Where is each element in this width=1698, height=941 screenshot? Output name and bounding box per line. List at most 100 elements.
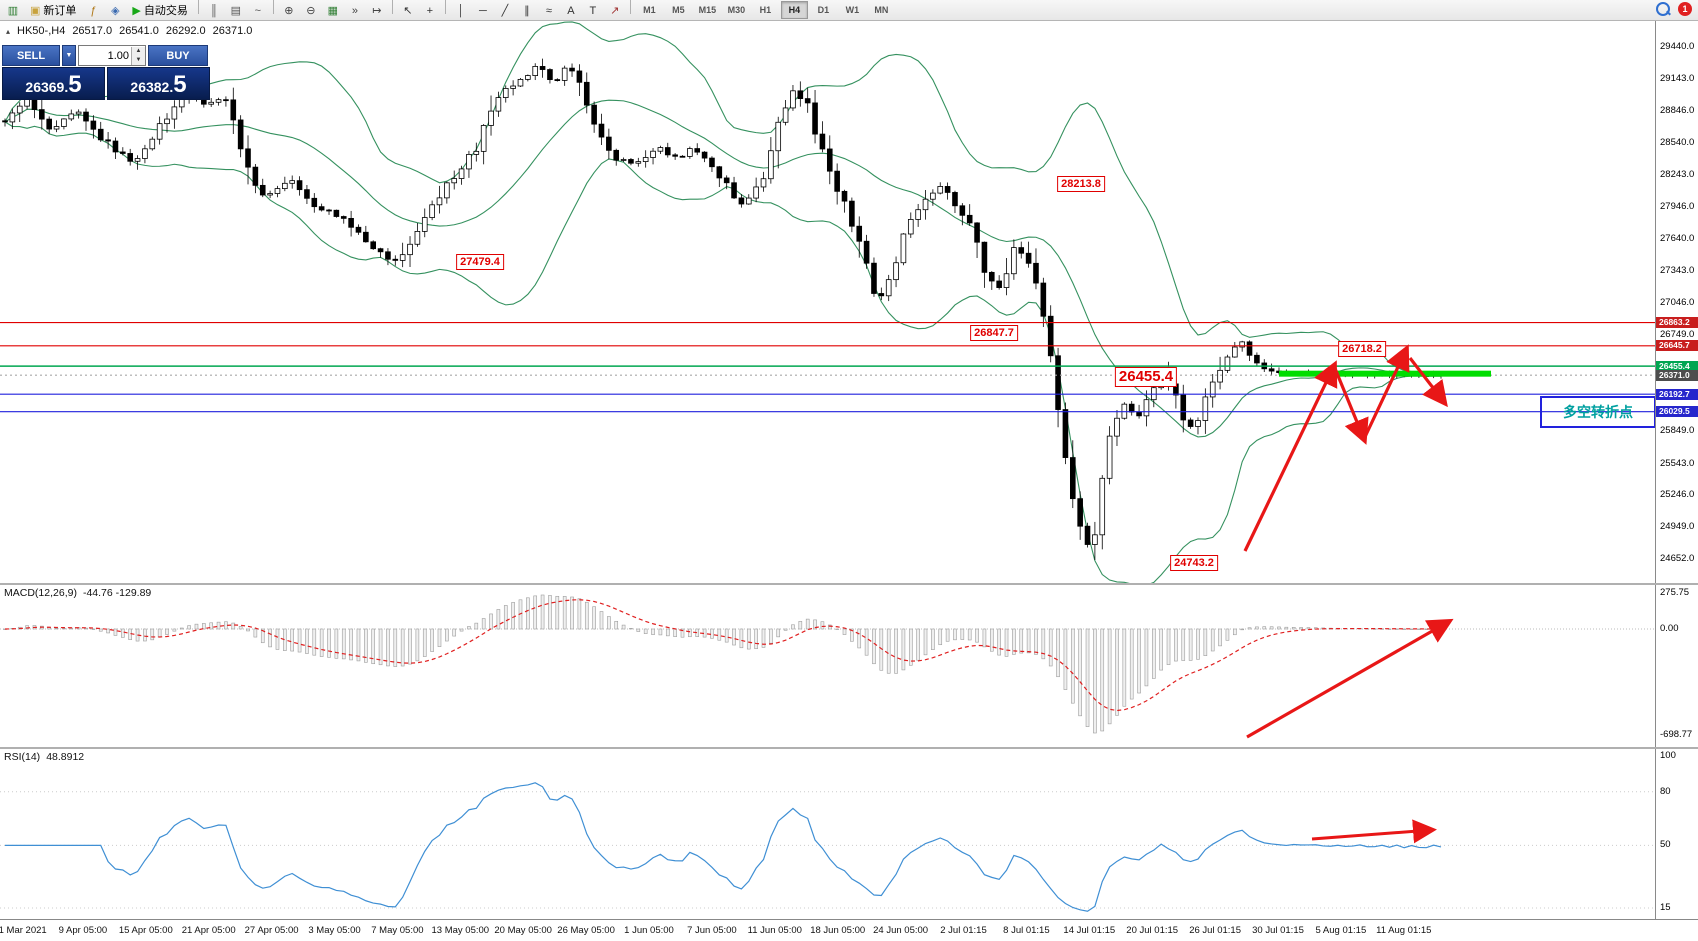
y-axis-tick: 28846.0 — [1660, 104, 1695, 116]
macd-panel: MACD(12,26,9) -44.76 -129.89 275.75 0.00 -… — [0, 585, 1698, 747]
ohlc-info-line: ▴ HK50-,H4 26517.0 26541.0 26292.0 26371… — [6, 25, 252, 37]
horizontal-line-icon[interactable]: ─ — [473, 1, 493, 20]
autotrading-button-label: 自动交易 — [143, 5, 188, 18]
timeframe-button-m1[interactable]: M1 — [643, 5, 656, 15]
y-axis-tick: 25246.0 — [1660, 489, 1695, 501]
timeframe-button-d1[interactable]: D1 — [817, 5, 830, 15]
autotrading-button[interactable]: ▶ 自动交易 — [127, 1, 192, 20]
price-label-box-28213.8[interactable]: 28213.8 — [1057, 176, 1105, 192]
volume-dropdown-button[interactable]: ▼ — [62, 45, 76, 66]
chart-symbol-timeframe: HK50-,H4 — [17, 25, 66, 37]
rsi-name: RSI(14) — [4, 751, 41, 763]
rsi-resize-handle[interactable] — [0, 747, 1698, 749]
indicator-hammer-icon[interactable]: ƒ — [83, 1, 103, 20]
ohlc-close: 26371.0 — [212, 25, 253, 37]
line-chart-type-icon[interactable]: ~ — [248, 1, 268, 20]
price-tag-26863.2: 26863.2 — [1656, 317, 1698, 329]
toolbar-separator — [197, 0, 199, 14]
candle-chart-type-icon[interactable]: ▤ — [226, 1, 246, 20]
timeframe-button-m5[interactable]: M5 — [672, 5, 685, 15]
label-icon[interactable]: T — [583, 1, 603, 20]
buy-price-big-digit: 5 — [173, 71, 187, 98]
bar-chart-type-icon[interactable]: ║ — [204, 1, 224, 20]
volume-down-icon[interactable]: ▼ — [132, 55, 145, 65]
timeframe-button-h1[interactable]: H1 — [759, 5, 772, 15]
macd-trend-arrow[interactable] — [1246, 618, 1454, 739]
buy-button[interactable]: BUY — [148, 45, 208, 66]
trend-arrow-2[interactable] — [1332, 365, 1369, 445]
arrows-tool-icon[interactable]: ↗ — [605, 1, 625, 20]
notification-badge[interactable]: 1 — [1678, 2, 1692, 16]
rsi-scale-tick: 100 — [1660, 750, 1676, 761]
time-axis[interactable]: 31 Mar 2021 9 Apr 05:00 15 Apr 05:00 21 Apr… — [0, 919, 1698, 941]
price-scale[interactable]: 29440.0 29143.0 28846.0 28540.0 28243.0 27946… — [1655, 21, 1698, 583]
sell-price-button[interactable]: 26369. 5 — [2, 67, 105, 100]
timeframe-button-mn[interactable]: MN — [874, 5, 889, 15]
volume-input[interactable] — [79, 48, 131, 63]
rsi-trend-arrow[interactable] — [1311, 819, 1437, 844]
bar-chart-type-icon: ║ — [209, 4, 218, 17]
turning-point-label[interactable]: 多空转折点 — [1540, 396, 1656, 428]
price-chart-icon[interactable]: ▥ — [3, 1, 23, 20]
price-label-box-24743.2[interactable]: 24743.2 — [1170, 555, 1218, 571]
fibonacci-icon: ≈ — [545, 4, 552, 17]
y-axis-tick: 29143.0 — [1660, 72, 1695, 84]
zoom-in-icon[interactable]: ⊕ — [279, 1, 299, 20]
timeframe-button-m15[interactable]: M15 — [698, 5, 717, 15]
channel-icon[interactable]: ∥ — [517, 1, 537, 20]
cursor-icon: ↖ — [403, 4, 413, 17]
timeframe-button-h4[interactable]: H4 — [780, 1, 808, 19]
trend-arrow-1[interactable] — [1243, 360, 1338, 552]
tile-windows-icon[interactable]: ▦ — [323, 1, 343, 20]
trendline-icon[interactable]: ╱ — [495, 1, 515, 20]
price-tag-26029.5: 26029.5 — [1656, 406, 1698, 418]
macd-canvas[interactable] — [0, 585, 1655, 747]
volume-box: ▲▼ — [78, 45, 146, 66]
price-label-box-27479.4[interactable]: 27479.4 — [456, 254, 504, 270]
text-icon[interactable]: A — [561, 1, 581, 20]
time-axis-label: 7 Jun 05:00 — [687, 925, 737, 936]
cursor-icon[interactable]: ↖ — [398, 1, 418, 20]
trend-arrow-3[interactable] — [1362, 344, 1410, 440]
price-tag-26455.4: 26455.4 — [1656, 360, 1698, 372]
rsi-scale[interactable]: 100 80 50 15 — [1655, 749, 1698, 919]
timeframe-button-w1[interactable]: W1 — [845, 5, 860, 15]
rsi-panel: RSI(14) 48.8912 100 80 50 15 — [0, 749, 1698, 919]
fibonacci-icon[interactable]: ≈ — [539, 1, 559, 20]
channel-icon: ∥ — [524, 4, 530, 17]
trend-arrow-4[interactable] — [1408, 357, 1448, 408]
rsi-canvas[interactable] — [0, 749, 1655, 919]
macd-resize-handle[interactable] — [0, 583, 1698, 585]
zoom-in-icon: ⊕ — [284, 4, 294, 17]
template-icon[interactable]: ◈ — [105, 1, 125, 20]
time-axis-label: 13 May 05:00 — [431, 925, 490, 936]
sell-button[interactable]: SELL — [2, 45, 60, 66]
vertical-line-icon[interactable]: │ — [451, 1, 471, 20]
auto-scroll-icon[interactable]: » — [345, 1, 365, 20]
price-tag-26645.7: 26645.7 — [1656, 340, 1698, 352]
rsi-scale-tick: 15 — [1660, 901, 1671, 913]
crosshair-icon[interactable]: + — [420, 1, 440, 20]
macd-scale[interactable]: 275.75 0.00 -698.77 — [1655, 585, 1698, 747]
buy-price-button[interactable]: 26382. 5 — [107, 67, 210, 100]
zoom-out-icon[interactable]: ⊖ — [301, 1, 321, 20]
main-chart-canvas[interactable] — [0, 21, 1655, 583]
time-axis-label: 7 May 05:00 — [371, 925, 424, 936]
toolbar-separator — [629, 0, 631, 14]
new-order-button[interactable]: ▣ 新订单 — [25, 1, 81, 20]
timeframe-button-m30[interactable]: M30 — [727, 5, 746, 15]
macd-signal-line — [4, 599, 1442, 712]
support-zone-bar[interactable] — [1279, 370, 1491, 377]
rsi-label-line: RSI(14) 48.8912 — [4, 751, 84, 763]
vertical-line-icon: │ — [457, 4, 465, 17]
volume-up-icon[interactable]: ▲ — [132, 46, 145, 56]
volume-stepper[interactable]: ▲ ▼ — [131, 46, 145, 65]
symbol-marker-icon: ▴ — [6, 26, 11, 36]
price-label-box-26455.4[interactable]: 26455.4 — [1114, 367, 1178, 387]
price-label-box-26718.2[interactable]: 26718.2 — [1338, 341, 1386, 357]
search-icon[interactable] — [1656, 2, 1670, 16]
price-label-box-26847.7[interactable]: 26847.7 — [970, 325, 1018, 341]
one-click-trading-panel: SELL ▼ ▲▼ BUY 26369.5 26382.5 — [2, 45, 210, 100]
bollinger-lower-band — [4, 121, 1442, 583]
chart-shift-icon[interactable]: ↦ — [367, 1, 387, 20]
